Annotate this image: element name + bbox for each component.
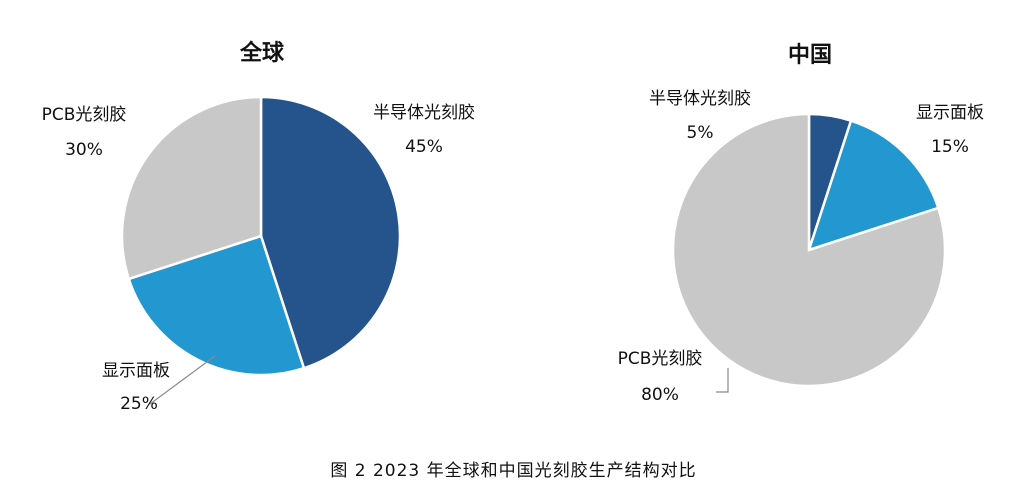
- china-pie-value-display-panel: 15%: [931, 137, 969, 157]
- global-pie-label-display-panel: 显示面板: [102, 361, 170, 381]
- china-pie-title: 中国: [788, 42, 832, 68]
- china-pie-leader-pcb: [716, 368, 729, 393]
- global-pie-label-semiconductor: 半导体光刻胶: [373, 103, 475, 123]
- global-pie-label-pcb: PCB光刻胶: [42, 105, 127, 125]
- global-pie-leader-display-panel: [149, 355, 216, 405]
- global-pie-title: 全球: [239, 40, 285, 66]
- china-pie: [671, 112, 947, 388]
- figure-caption: 图 2 2023 年全球和中国光刻胶生产结构对比: [330, 461, 697, 481]
- china-pie-label-pcb: PCB光刻胶: [618, 349, 703, 369]
- china-pie-value-pcb: 80%: [641, 385, 679, 405]
- global-pie-slice-pcb: [120, 95, 263, 281]
- china-pie-value-semiconductor: 5%: [687, 123, 714, 143]
- china-pie-label-semiconductor: 半导体光刻胶: [649, 89, 751, 109]
- global-pie-value-pcb: 30%: [65, 140, 103, 160]
- global-pie-slice-display-panel: [127, 234, 306, 377]
- global-pie: [120, 95, 402, 377]
- global-pie-value-semiconductor: 45%: [405, 137, 443, 157]
- china-pie-label-display-panel: 显示面板: [916, 103, 984, 123]
- china-pie-slice-pcb: [671, 112, 947, 388]
- global-pie-value-display-panel: 25%: [120, 394, 158, 414]
- global-pie-slice-semiconductor: [259, 95, 402, 370]
